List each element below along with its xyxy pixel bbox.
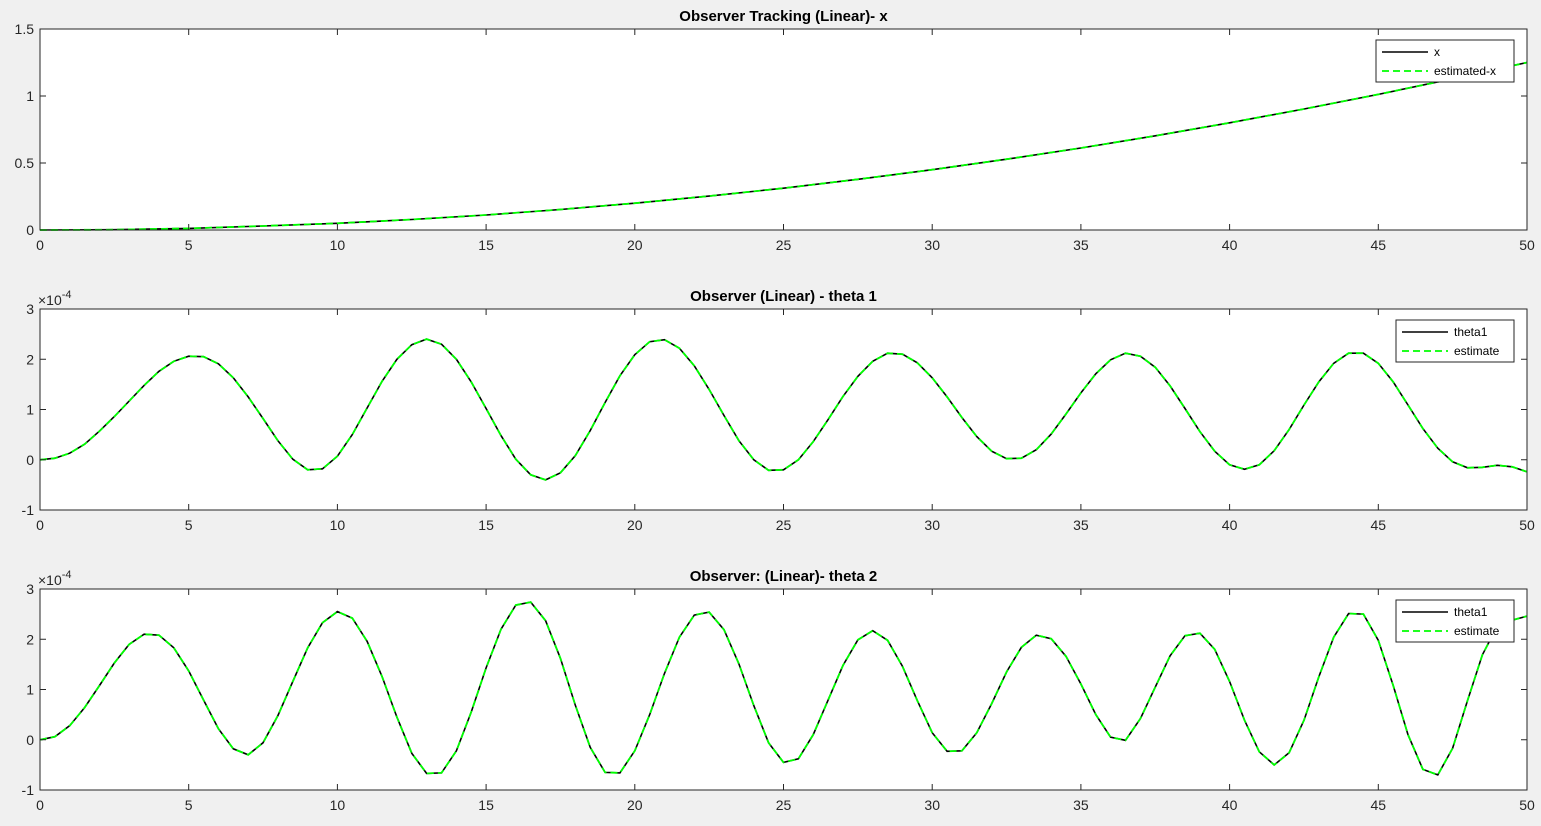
x-tick-label: 30 bbox=[924, 237, 940, 253]
series-line-estimate bbox=[39, 338, 1528, 481]
y-tick-label: 1.5 bbox=[15, 21, 35, 37]
legend-label-estimated-x: estimated-x bbox=[1434, 64, 1496, 78]
legend-box bbox=[1395, 319, 1515, 363]
y-tick-label: -1 bbox=[22, 502, 35, 518]
x-tick-label: 10 bbox=[330, 797, 346, 813]
x-tick-label: 50 bbox=[1519, 797, 1535, 813]
legend-label-estimate: estimate bbox=[1454, 344, 1500, 358]
x-axis: 0 5 10 15 20 25 30 35 40 45 50 bbox=[36, 309, 1535, 533]
x-tick-label: 30 bbox=[924, 517, 940, 533]
y-tick-label: 1 bbox=[26, 682, 34, 698]
exponent-base: ×10 bbox=[38, 292, 62, 308]
x-tick-label: 20 bbox=[627, 237, 643, 253]
series-line-estimated-x bbox=[39, 61, 1528, 231]
x-tick-label: 35 bbox=[1073, 517, 1089, 533]
x-tick-label: 15 bbox=[478, 237, 494, 253]
y-tick-label: 0.5 bbox=[15, 155, 35, 171]
x-tick-label: 10 bbox=[330, 517, 346, 533]
y-tick-label: 0 bbox=[26, 732, 34, 748]
x-tick-label: 25 bbox=[776, 237, 792, 253]
x-tick-label: 10 bbox=[330, 237, 346, 253]
plot-area bbox=[40, 29, 1527, 230]
x-tick-label: 25 bbox=[776, 797, 792, 813]
plot-area bbox=[40, 309, 1527, 510]
x-tick-label: 30 bbox=[924, 797, 940, 813]
x-tick-label: 20 bbox=[627, 797, 643, 813]
y-axis: 0 0.5 1 1.5 bbox=[15, 21, 1527, 238]
y-tick-label: 2 bbox=[26, 631, 34, 647]
plot-lines bbox=[39, 601, 1528, 777]
x-tick-label: 45 bbox=[1371, 517, 1387, 533]
legend-label-theta1: theta1 bbox=[1454, 605, 1488, 619]
x-tick-label: 0 bbox=[36, 517, 44, 533]
y-axis: -1 0 1 2 3 bbox=[22, 581, 1527, 798]
exponent-power: -4 bbox=[62, 569, 72, 581]
y-tick-label: -1 bbox=[22, 782, 35, 798]
y-exponent-label: ×10-4 bbox=[38, 289, 72, 308]
x-tick-label: 40 bbox=[1222, 517, 1238, 533]
legend-label-theta1: theta1 bbox=[1454, 325, 1488, 339]
subplot-x: 0 5 10 15 20 25 30 35 40 45 50 0 0.5 1 1.5 Observer T… bbox=[15, 8, 1535, 253]
x-axis: 0 5 10 15 20 25 30 35 40 45 50 bbox=[36, 589, 1535, 813]
x-tick-label: 25 bbox=[776, 517, 792, 533]
x-tick-label: 35 bbox=[1073, 797, 1089, 813]
legend[interactable]: x estimated-x bbox=[1375, 39, 1515, 83]
chart-title: Observer Tracking (Linear)- x bbox=[679, 8, 888, 25]
y-tick-label: 3 bbox=[26, 301, 34, 317]
x-tick-label: 35 bbox=[1073, 237, 1089, 253]
x-tick-label: 45 bbox=[1371, 797, 1387, 813]
y-exponent-label: ×10-4 bbox=[38, 569, 72, 588]
legend-box bbox=[1395, 599, 1515, 643]
x-tick-label: 0 bbox=[36, 237, 44, 253]
plot-area bbox=[40, 589, 1527, 790]
legend-label-x: x bbox=[1434, 45, 1440, 59]
y-tick-label: 3 bbox=[26, 581, 34, 597]
chart-title: Observer: (Linear)- theta 2 bbox=[690, 568, 878, 585]
y-tick-label: 1 bbox=[26, 88, 34, 104]
x-tick-label: 45 bbox=[1371, 237, 1387, 253]
exponent-power: -4 bbox=[62, 289, 72, 301]
x-tick-label: 5 bbox=[185, 237, 193, 253]
x-tick-label: 40 bbox=[1222, 237, 1238, 253]
x-tick-label: 20 bbox=[627, 517, 643, 533]
x-tick-label: 50 bbox=[1519, 517, 1535, 533]
exponent-base: ×10 bbox=[38, 572, 62, 588]
y-tick-label: 0 bbox=[26, 222, 34, 238]
legend-label-estimate: estimate bbox=[1454, 624, 1500, 638]
x-tick-label: 15 bbox=[478, 797, 494, 813]
x-tick-label: 40 bbox=[1222, 797, 1238, 813]
legend-box bbox=[1375, 39, 1515, 83]
legend[interactable]: theta1 estimate bbox=[1395, 599, 1515, 643]
y-tick-label: 2 bbox=[26, 351, 34, 367]
plot-lines bbox=[39, 61, 1528, 231]
x-tick-label: 5 bbox=[185, 517, 193, 533]
plot-lines bbox=[39, 338, 1528, 481]
x-tick-label: 5 bbox=[185, 797, 193, 813]
x-tick-label: 50 bbox=[1519, 237, 1535, 253]
series-line-estimate bbox=[39, 601, 1528, 777]
x-axis: 0 5 10 15 20 25 30 35 40 45 50 bbox=[36, 29, 1535, 253]
y-tick-label: 1 bbox=[26, 402, 34, 418]
x-tick-label: 0 bbox=[36, 797, 44, 813]
legend[interactable]: theta1 estimate bbox=[1395, 319, 1515, 363]
chart-title: Observer (Linear) - theta 1 bbox=[690, 288, 877, 305]
y-tick-label: 0 bbox=[26, 452, 34, 468]
y-axis: -1 0 1 2 3 bbox=[22, 301, 1527, 518]
x-tick-label: 15 bbox=[478, 517, 494, 533]
